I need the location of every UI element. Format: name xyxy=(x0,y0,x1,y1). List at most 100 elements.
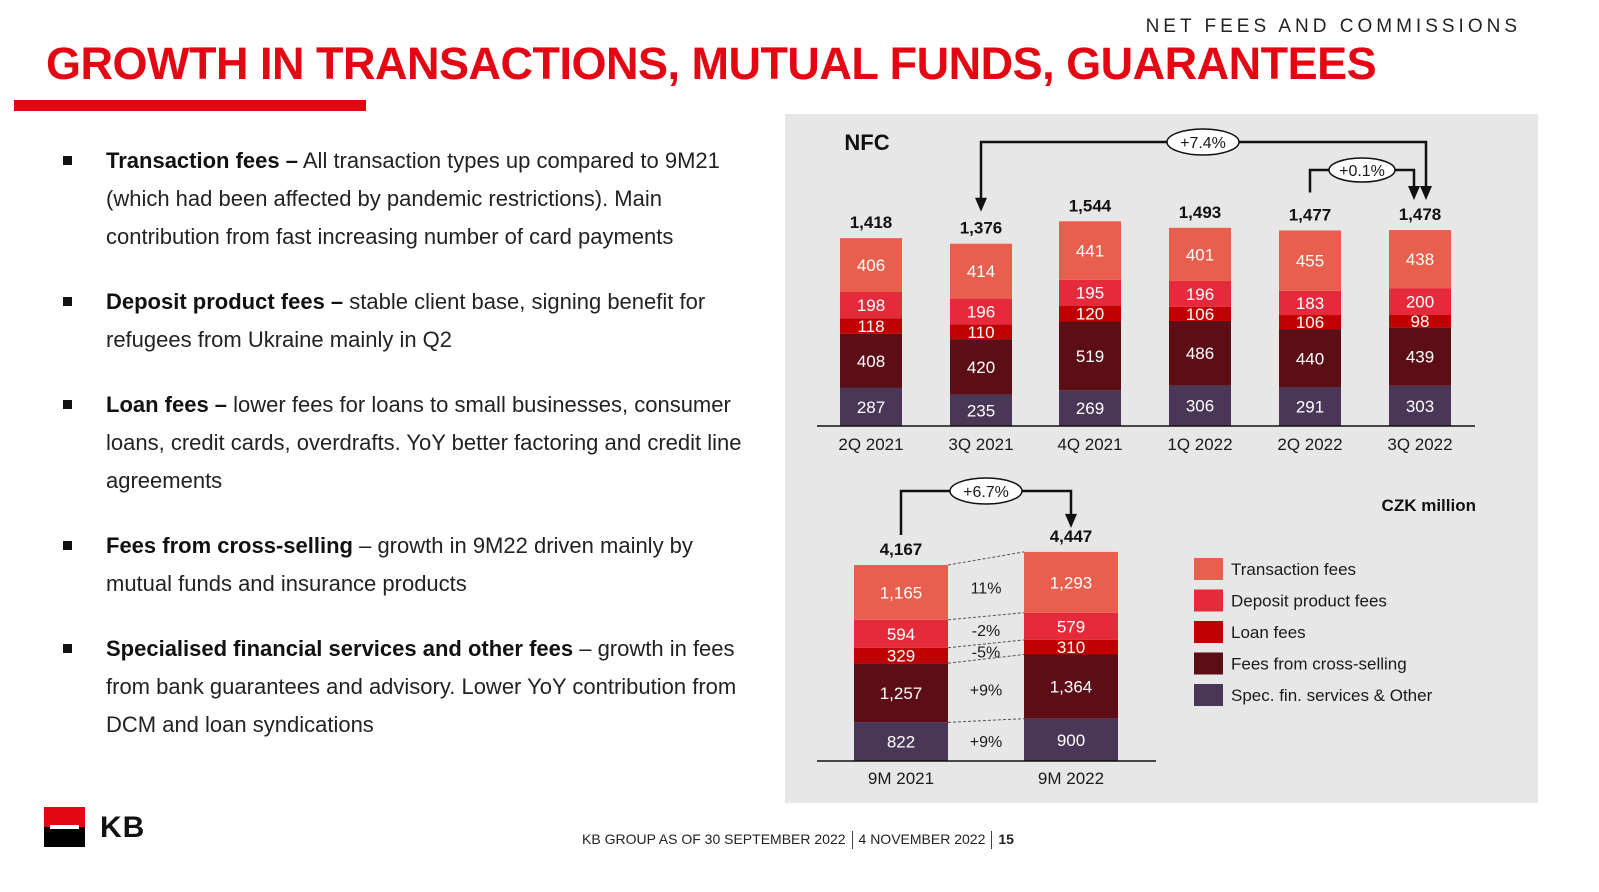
bar-segment xyxy=(1279,387,1341,426)
x-tick-label: 9M 2021 xyxy=(868,769,934,788)
bar-segment xyxy=(1024,718,1118,761)
bullet-heading: Deposit product fees – xyxy=(106,289,344,314)
data-label: 310 xyxy=(1057,638,1085,657)
page-title: GROWTH IN TRANSACTIONS, MUTUAL FUNDS, GU… xyxy=(46,38,1377,89)
data-label: 306 xyxy=(1186,397,1214,416)
footer-company: KB GROUP AS OF 30 SEPTEMBER 2022 xyxy=(582,831,846,847)
legend-label: Spec. fin. services & Other xyxy=(1231,686,1433,705)
change-label: +9% xyxy=(970,683,1002,700)
legend-label: Loan fees xyxy=(1231,623,1306,642)
x-tick-label: 3Q 2022 xyxy=(1387,435,1452,454)
data-label: 195 xyxy=(1076,284,1104,303)
total-label: 1,418 xyxy=(850,213,893,232)
bar-segment xyxy=(1059,305,1121,322)
growth-badge xyxy=(949,477,1023,505)
section-label: NET FEES AND COMMISSIONS xyxy=(1145,16,1521,37)
bar-segment xyxy=(950,394,1012,426)
data-label: 329 xyxy=(887,646,915,665)
legend-swatch xyxy=(1194,684,1223,706)
bar-segment xyxy=(854,647,948,664)
connector-line xyxy=(947,612,1025,621)
bullet-heading: Loan fees – xyxy=(106,392,228,417)
bar-segment xyxy=(950,243,1012,299)
bar-segment xyxy=(1389,385,1451,426)
bar-segment xyxy=(950,339,1012,395)
bar-segment xyxy=(1389,314,1451,328)
total-label: 4,447 xyxy=(1050,527,1093,546)
bar-segment xyxy=(1169,306,1231,321)
data-label: 106 xyxy=(1186,305,1214,324)
data-label: 455 xyxy=(1296,252,1324,271)
data-label: 438 xyxy=(1406,250,1434,269)
arrow-head xyxy=(1408,186,1420,201)
page-number: 15 xyxy=(998,831,1014,847)
bullet-item: Fees from cross-selling – growth in 9M22… xyxy=(60,527,760,603)
bar-segment xyxy=(1279,290,1341,316)
bullet-heading: Fees from cross-selling xyxy=(106,533,353,558)
change-label: 11% xyxy=(971,580,1002,597)
bullet-text: lower fees for loans to small businesses… xyxy=(106,392,742,493)
total-label: 1,376 xyxy=(960,219,1003,238)
bullet-heading: Specialised financial services and other… xyxy=(106,636,574,661)
data-label: 1,293 xyxy=(1050,573,1093,592)
legend-label: Deposit product fees xyxy=(1231,592,1387,611)
data-label: 183 xyxy=(1296,294,1324,313)
data-label: 110 xyxy=(967,323,994,342)
data-label: 440 xyxy=(1296,349,1324,368)
data-label: 414 xyxy=(967,262,995,281)
data-label: 822 xyxy=(887,733,915,752)
legend-label: Transaction fees xyxy=(1231,560,1356,579)
connector-line xyxy=(947,639,1025,649)
bullet-heading: Transaction fees – xyxy=(106,148,298,173)
arrow-head xyxy=(1065,513,1077,528)
data-label: 1,165 xyxy=(880,583,923,602)
total-label: 1,493 xyxy=(1179,203,1222,222)
bar-segment xyxy=(840,387,902,426)
bullet-marker xyxy=(63,541,72,550)
bullet-item: Loan fees – lower fees for loans to smal… xyxy=(60,386,760,500)
data-label: 900 xyxy=(1057,731,1085,750)
bullet-marker xyxy=(63,297,72,306)
data-label: 98 xyxy=(1411,312,1430,331)
connector-line xyxy=(947,718,1025,723)
legend-swatch xyxy=(1194,558,1223,580)
connector-line xyxy=(947,551,1025,566)
x-tick-label: 1Q 2022 xyxy=(1167,435,1232,454)
bullet-item: Transaction fees – All transaction types… xyxy=(60,142,760,256)
bar-segment xyxy=(1279,230,1341,291)
bar-segment xyxy=(1169,385,1231,426)
unit-label: CZK million xyxy=(1382,496,1476,515)
bar-segment xyxy=(1059,221,1121,280)
kb-logo-text: KB xyxy=(100,811,146,844)
bullet-text: – growth in 9M22 driven mainly by mutual… xyxy=(106,533,693,596)
data-label: 406 xyxy=(857,256,885,275)
growth-badge xyxy=(1166,128,1240,156)
bar-segment xyxy=(1169,227,1231,281)
bar-segment xyxy=(840,333,902,388)
bar-segment xyxy=(1024,639,1118,655)
bullet-text: stable client base, signing benefit for … xyxy=(106,289,706,352)
total-label: 4,167 xyxy=(880,540,923,559)
growth-label: +6.7% xyxy=(963,484,1009,501)
change-label: -5% xyxy=(972,644,1000,661)
data-label: 196 xyxy=(967,303,995,322)
data-label: 1,257 xyxy=(880,684,923,703)
bullet-text: – growth in fees from bank guarantees an… xyxy=(106,636,737,737)
x-tick-label: 9M 2022 xyxy=(1038,769,1104,788)
data-label: 198 xyxy=(857,296,885,315)
data-label: 1,364 xyxy=(1050,678,1093,697)
data-label: 420 xyxy=(967,358,995,377)
x-tick-label: 4Q 2021 xyxy=(1057,435,1122,454)
bar-segment xyxy=(854,565,948,620)
kb-logo: KB xyxy=(44,807,164,849)
bar-segment xyxy=(1169,320,1231,386)
footer-date: 4 NOVEMBER 2022 xyxy=(858,831,986,847)
bar-segment xyxy=(950,298,1012,325)
x-tick-label: 2Q 2022 xyxy=(1277,435,1342,454)
bar-segment xyxy=(1024,654,1118,719)
growth-label: +7.4% xyxy=(1180,135,1226,152)
bar-segment xyxy=(1169,280,1231,307)
legend-swatch xyxy=(1194,652,1223,675)
bullet-marker xyxy=(63,156,72,165)
bar-segment xyxy=(840,291,902,319)
